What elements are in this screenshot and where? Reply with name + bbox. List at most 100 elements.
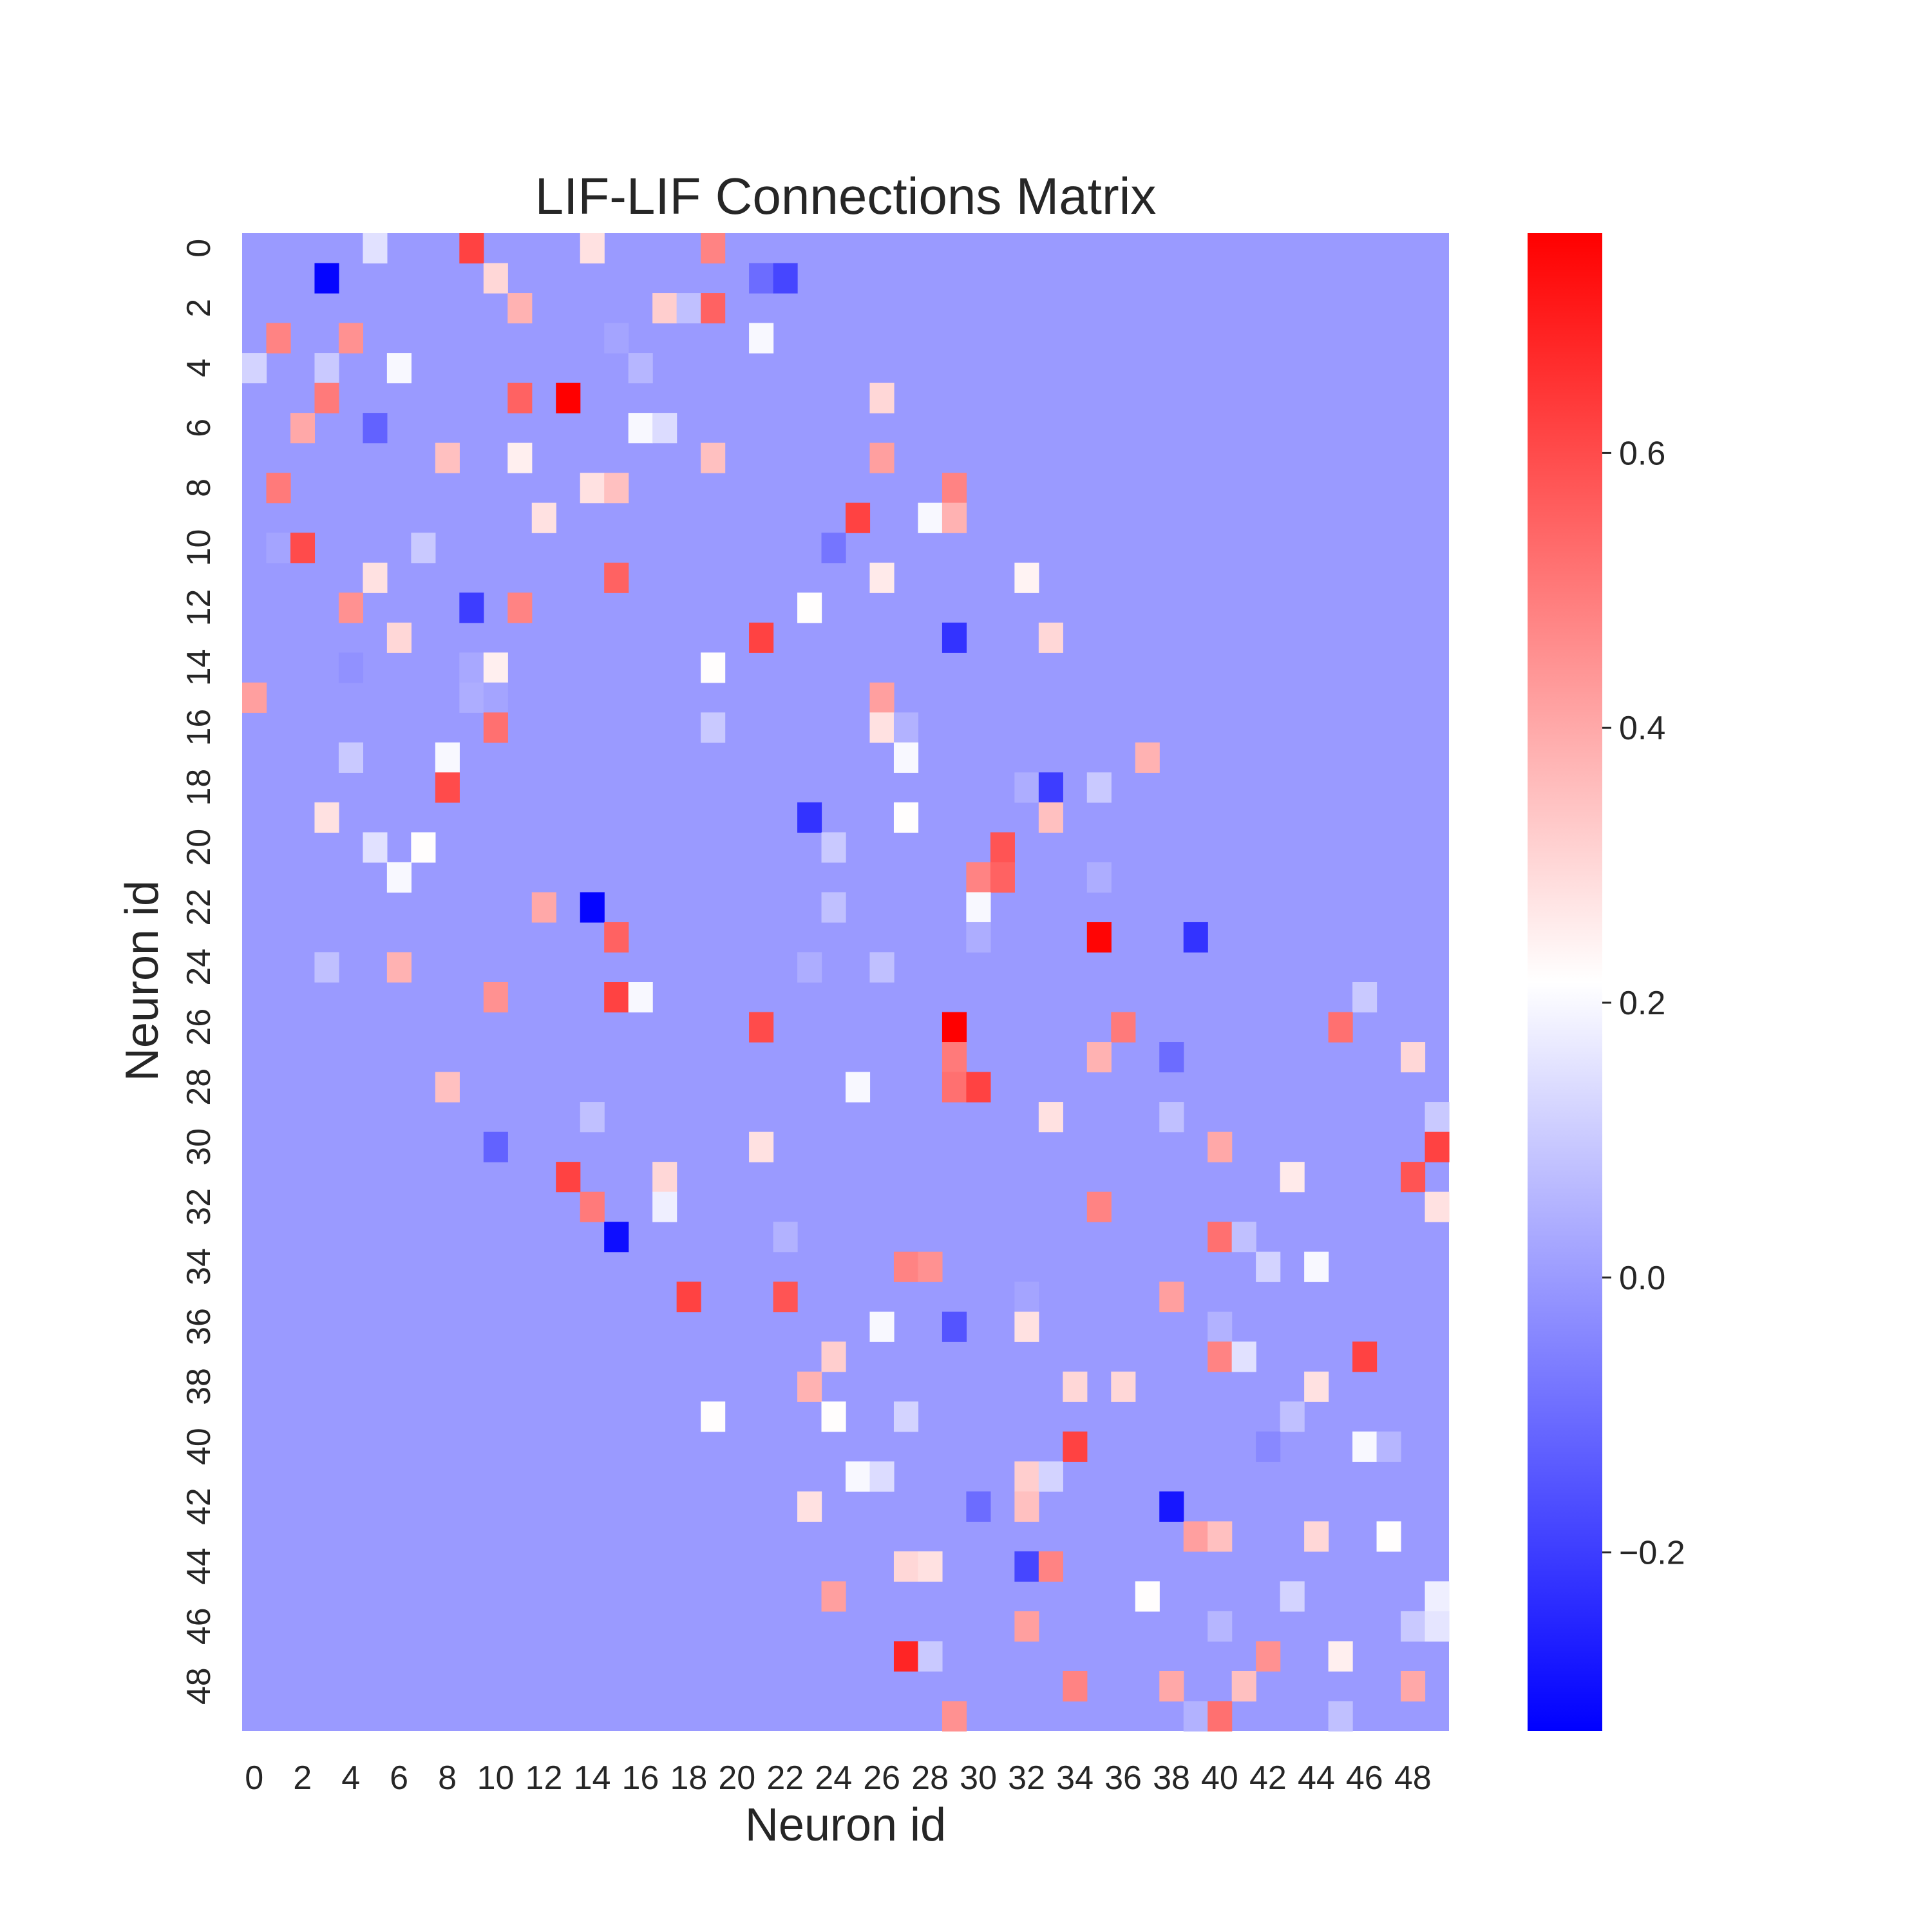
heatmap-cell bbox=[893, 1401, 919, 1432]
x-tick-label: 6 bbox=[390, 1759, 408, 1797]
heatmap-cell bbox=[1014, 772, 1039, 803]
y-tick-label: 24 bbox=[180, 949, 218, 986]
heatmap-cell bbox=[1256, 1641, 1281, 1672]
heatmap-cell bbox=[797, 592, 822, 623]
colorbar-tick-label: 0.2 bbox=[1619, 985, 1665, 1022]
heatmap-cell bbox=[893, 742, 919, 773]
heatmap-cell bbox=[652, 1162, 677, 1193]
heatmap-cell bbox=[1014, 1551, 1039, 1582]
heatmap-cell bbox=[1135, 1581, 1160, 1612]
heatmap-cell bbox=[966, 1491, 991, 1522]
heatmap-cell bbox=[314, 952, 339, 983]
y-tick-label: 48 bbox=[180, 1667, 218, 1705]
x-tick-label: 2 bbox=[293, 1759, 312, 1797]
heatmap-cell bbox=[1304, 1521, 1329, 1552]
x-tick-label: 40 bbox=[1201, 1759, 1238, 1797]
heatmap-cell bbox=[507, 442, 533, 473]
y-tick-label: 6 bbox=[180, 419, 218, 437]
y-tick-label: 0 bbox=[180, 239, 218, 258]
heatmap-cell bbox=[459, 592, 484, 623]
heatmap-cell bbox=[869, 952, 895, 983]
heatmap-cell bbox=[1159, 1102, 1184, 1133]
heatmap-cell bbox=[483, 712, 508, 743]
heatmap-cells bbox=[242, 233, 1450, 1732]
heatmap-cell bbox=[1183, 1701, 1208, 1732]
heatmap-cell bbox=[773, 1282, 798, 1312]
y-tick-label: 38 bbox=[180, 1368, 218, 1405]
heatmap-cell bbox=[1208, 1222, 1233, 1253]
heatmap-cell bbox=[1014, 1461, 1039, 1492]
heatmap-cell bbox=[942, 502, 967, 533]
y-tick-label: 36 bbox=[180, 1308, 218, 1345]
heatmap-cell bbox=[386, 622, 412, 653]
heatmap-cell bbox=[483, 263, 508, 294]
heatmap-cell bbox=[821, 1581, 846, 1612]
heatmap-cell bbox=[966, 862, 991, 893]
heatmap-cell bbox=[580, 473, 605, 504]
heatmap-background bbox=[242, 233, 1449, 1731]
heatmap-cell bbox=[893, 1551, 919, 1582]
heatmap-cell bbox=[338, 592, 363, 623]
heatmap-cell bbox=[1159, 1671, 1184, 1702]
x-tick-label: 30 bbox=[960, 1759, 997, 1797]
heatmap-cell bbox=[942, 1072, 967, 1103]
heatmap-cell bbox=[580, 892, 605, 923]
heatmap-cell bbox=[893, 1641, 919, 1672]
heatmap-cell bbox=[749, 323, 774, 354]
heatmap-cell bbox=[1086, 1042, 1112, 1073]
heatmap-cell bbox=[483, 982, 508, 1013]
heatmap-cell bbox=[652, 1191, 677, 1222]
heatmap-cell bbox=[531, 502, 556, 533]
heatmap-cell bbox=[531, 892, 556, 923]
x-tick-label: 46 bbox=[1346, 1759, 1383, 1797]
y-tick-label: 44 bbox=[180, 1548, 218, 1585]
heatmap-cell bbox=[1425, 1611, 1450, 1642]
heatmap-cell bbox=[966, 892, 991, 923]
heatmap-cell bbox=[676, 293, 701, 324]
heatmap-cell bbox=[846, 1461, 871, 1492]
x-tick-label: 20 bbox=[718, 1759, 755, 1797]
heatmap-cell bbox=[701, 1401, 726, 1432]
heatmap-cell bbox=[386, 353, 412, 384]
heatmap-cell bbox=[797, 1491, 822, 1522]
colorbar: −0.2 0.0 0.2 0.4 0.6 bbox=[1528, 233, 1685, 1731]
heatmap-cell bbox=[869, 682, 895, 713]
y-tick-label: 28 bbox=[180, 1068, 218, 1106]
y-tick-label: 4 bbox=[180, 359, 218, 377]
heatmap-cell bbox=[1352, 1341, 1378, 1372]
heatmap-cell bbox=[893, 712, 919, 743]
heatmap-cell bbox=[604, 473, 629, 504]
heatmap-cell bbox=[1208, 1521, 1233, 1552]
heatmap-cell bbox=[797, 952, 822, 983]
heatmap-cell bbox=[483, 682, 508, 713]
heatmap-cell bbox=[435, 1072, 460, 1103]
heatmap-cell bbox=[701, 233, 726, 264]
heatmap-cell bbox=[701, 293, 726, 324]
x-tick-label: 42 bbox=[1249, 1759, 1287, 1797]
heatmap-cell bbox=[1401, 1162, 1426, 1193]
y-tick-labels: 0246810121416182022242628303234363840424… bbox=[180, 239, 218, 1705]
y-tick-label: 20 bbox=[180, 829, 218, 866]
heatmap-cell bbox=[483, 1132, 508, 1162]
heatmap-cell bbox=[1425, 1581, 1450, 1612]
heatmap-cell bbox=[338, 742, 363, 773]
colorbar-gradient bbox=[1528, 233, 1602, 1731]
heatmap-cell bbox=[1280, 1401, 1305, 1432]
heatmap-cell bbox=[459, 233, 484, 264]
heatmap-cell bbox=[1208, 1341, 1233, 1372]
heatmap-cell bbox=[1063, 1431, 1088, 1462]
heatmap-cell bbox=[821, 892, 846, 923]
heatmap-cell bbox=[1038, 772, 1063, 803]
heatmap-cell bbox=[1014, 1311, 1039, 1342]
heatmap-cell bbox=[1086, 922, 1112, 953]
heatmap-cell bbox=[604, 1222, 629, 1253]
heatmap-cell bbox=[701, 652, 726, 683]
heatmap-cell bbox=[1038, 1551, 1063, 1582]
y-tick-label: 42 bbox=[180, 1488, 218, 1525]
y-tick-label: 30 bbox=[180, 1128, 218, 1166]
heatmap-cell bbox=[363, 562, 388, 593]
heatmap-cell bbox=[628, 413, 653, 444]
heatmap-cell bbox=[459, 652, 484, 683]
y-tick-label: 16 bbox=[180, 709, 218, 746]
heatmap-cell bbox=[411, 533, 436, 564]
